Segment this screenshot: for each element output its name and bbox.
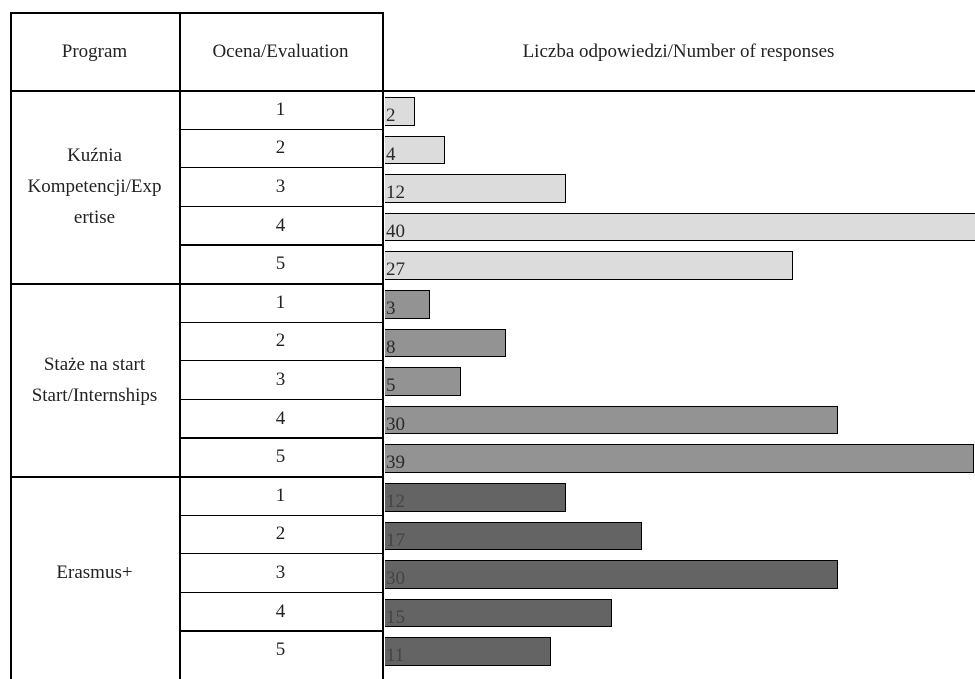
response-bar xyxy=(385,483,567,512)
program-label-line: Erasmus+ xyxy=(56,562,133,583)
evaluation-cell: 1 xyxy=(275,98,286,120)
row-separator xyxy=(179,630,382,632)
evaluation-cell: 1 xyxy=(275,484,286,506)
evaluation-cell: 4 xyxy=(275,407,286,429)
header-responses: Liczba odpowiedzi/Number of responses xyxy=(522,40,835,62)
column-divider-program xyxy=(179,12,181,679)
evaluation-cell: 1 xyxy=(275,291,286,313)
evaluation-cell: 2 xyxy=(275,330,286,352)
response-bar xyxy=(385,174,567,203)
row-separator xyxy=(179,205,382,207)
response-value-label: 8 xyxy=(386,336,396,358)
evaluation-cell: 5 xyxy=(275,446,286,468)
response-bar xyxy=(385,328,506,358)
response-value-label: 3 xyxy=(386,298,396,319)
row-separator xyxy=(179,398,382,400)
response-value-label: 39 xyxy=(386,452,405,474)
row-separator xyxy=(179,167,382,169)
response-bar xyxy=(385,367,461,396)
program-label-line: Start/Internships xyxy=(31,384,158,406)
response-bar xyxy=(385,135,446,165)
response-value-label: 12 xyxy=(386,182,405,204)
response-bar xyxy=(385,97,416,126)
table-border-top xyxy=(10,12,382,14)
response-value-label: 17 xyxy=(386,529,405,551)
program-label: Kuźnia Kompetencji/Exp ertise xyxy=(10,90,179,283)
group-separator xyxy=(10,476,382,478)
header-program: Program xyxy=(61,40,128,62)
evaluation-cell: 4 xyxy=(275,600,286,622)
evaluation-cell: 4 xyxy=(275,214,286,236)
evaluation-cell: 5 xyxy=(275,639,286,661)
evaluation-cell: 2 xyxy=(275,137,286,159)
evaluation-cell: 3 xyxy=(275,368,286,390)
response-value-label: 4 xyxy=(386,143,396,165)
header-evaluation: Ocena/Evaluation xyxy=(212,40,349,62)
response-bar xyxy=(385,560,838,589)
row-separator xyxy=(179,244,382,246)
program-label-line: ertise xyxy=(73,207,116,228)
response-value-label: 11 xyxy=(386,645,405,667)
program-label-line: Kompetencji/Exp xyxy=(27,176,162,197)
program-label: Erasmus+ xyxy=(10,476,179,669)
program-label-line: Staże na start xyxy=(43,353,146,375)
row-separator xyxy=(179,360,382,362)
response-bar xyxy=(385,212,975,242)
response-value-label: 27 xyxy=(386,259,405,281)
evaluation-cell: 2 xyxy=(275,523,286,545)
table-border-left xyxy=(10,12,12,679)
row-separator xyxy=(179,128,382,130)
response-value-label: 15 xyxy=(386,606,405,628)
response-bar xyxy=(385,251,793,280)
row-separator xyxy=(179,553,382,555)
header-separator xyxy=(10,90,975,92)
group-separator xyxy=(10,283,382,285)
response-bar xyxy=(385,521,642,551)
program-label-line: Kuźnia xyxy=(67,145,122,166)
response-value-label: 5 xyxy=(386,375,396,397)
response-bar xyxy=(385,405,838,435)
row-separator xyxy=(179,591,382,593)
response-value-label: 12 xyxy=(386,491,405,512)
response-bar xyxy=(385,598,612,628)
column-divider-evaluation xyxy=(382,12,384,679)
row-separator xyxy=(179,437,382,439)
program-label: Staże na start Start/Internships xyxy=(10,283,179,476)
evaluation-cell: 5 xyxy=(275,253,286,275)
response-value-label: 30 xyxy=(386,413,405,435)
row-separator xyxy=(179,514,382,516)
response-bar xyxy=(385,637,552,666)
evaluation-cell: 3 xyxy=(275,175,286,197)
evaluation-cell: 3 xyxy=(275,561,286,583)
response-bar xyxy=(385,444,974,473)
row-separator xyxy=(179,321,382,323)
response-bar xyxy=(385,290,431,319)
response-value-label: 30 xyxy=(386,568,405,590)
response-value-label: 2 xyxy=(386,105,396,126)
response-value-label: 40 xyxy=(386,220,405,242)
